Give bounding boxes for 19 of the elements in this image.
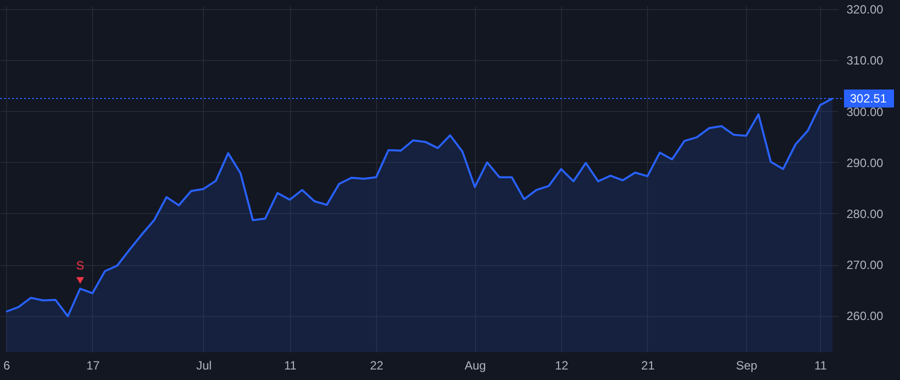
y-tick-label: 260.00 [846,309,884,324]
y-tick-label: 280.00 [846,207,884,221]
x-tick-label: 12 [554,358,569,372]
x-tick-label: Jul [196,358,212,372]
y-tick-label: 310.00 [846,54,884,68]
x-tick-label: 21 [641,358,655,372]
x-tick-label: Sep [736,358,758,372]
y-tick-label: 300.00 [846,104,884,119]
x-tick-label: 17 [86,358,100,372]
series-label: S [76,258,84,272]
y-tick-label: 290.00 [846,156,884,170]
y-tick-label: 320.00 [846,2,884,17]
x-tick-label: 6 [3,358,10,372]
x-tick-label: Aug [464,358,486,372]
x-tick-label: 11 [284,358,297,372]
x-tick-label: 22 [370,358,384,372]
y-tick-label: 270.00 [846,258,884,272]
x-tick-label: 11 [814,358,828,372]
ref-line-label: 302.51 [850,91,888,106]
